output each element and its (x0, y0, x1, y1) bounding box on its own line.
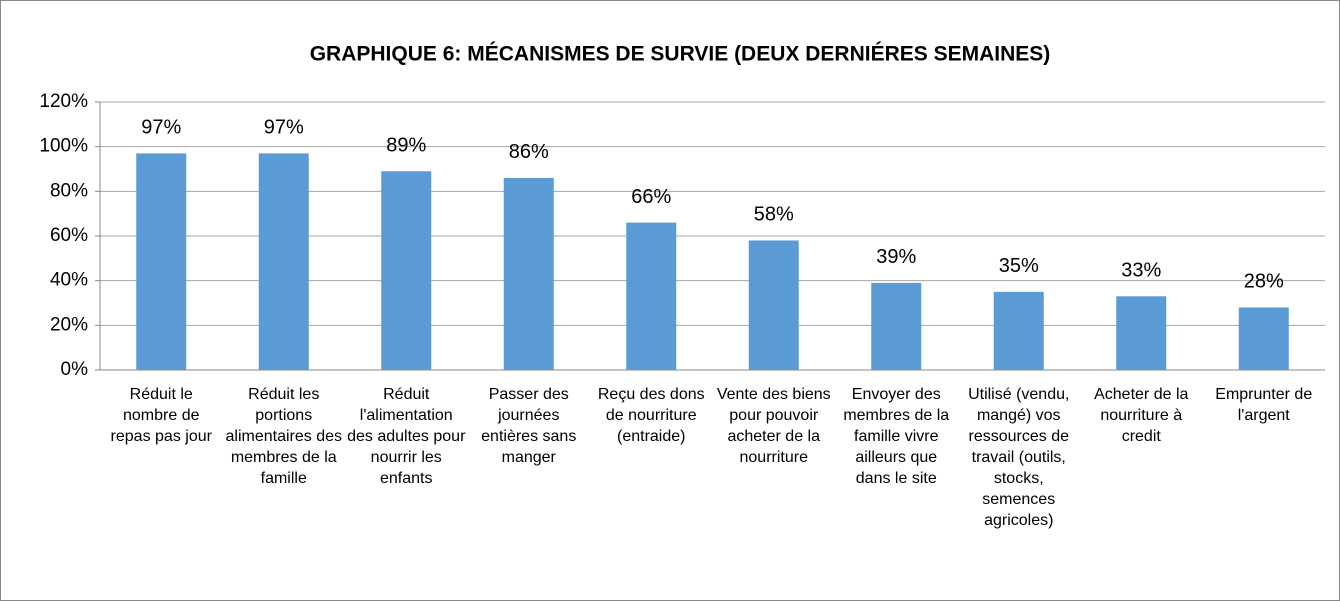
x-tick-label: Vente des biens pour pouvoir acheter de … (716, 386, 831, 466)
value-label: 28% (1244, 271, 1284, 293)
x-tick-label: Réduit l'alimentation des adultes pour n… (347, 386, 466, 487)
x-tick-label: Reçu des dons de nourriture (entraide) (597, 386, 705, 445)
value-label: 89% (386, 135, 426, 157)
value-label: 33% (1121, 260, 1161, 282)
bar (136, 153, 187, 370)
bar (503, 177, 554, 370)
value-label: 35% (999, 255, 1039, 277)
x-tick-label: Réduit les portions alimentaires des mem… (225, 386, 343, 487)
value-label: 58% (754, 204, 794, 226)
bar (626, 222, 677, 370)
y-tick-label: 120% (39, 91, 88, 112)
y-tick-label: 60% (50, 225, 88, 246)
value-label: 39% (876, 246, 916, 268)
bar (381, 171, 432, 370)
value-label: 86% (509, 141, 549, 163)
chart-title: GRAPHIQUE 6: MÉCANISMES DE SURVIE (DEUX … (310, 43, 1051, 66)
bar (993, 291, 1044, 370)
y-tick-label: 40% (50, 270, 88, 291)
value-label: 66% (631, 186, 671, 208)
x-tick-label: Réduit le nombre de repas pas jour (110, 386, 212, 445)
y-tick-label: 100% (39, 136, 88, 157)
y-tick-label: 80% (50, 180, 88, 201)
bar (1238, 307, 1289, 370)
bar (1116, 296, 1167, 370)
y-tick-label: 0% (61, 359, 89, 380)
bar (871, 282, 922, 370)
x-tick-label: Passer des journées entières sans manger (481, 386, 577, 466)
value-label: 97% (264, 117, 304, 139)
bar (748, 240, 799, 370)
x-tick-label: Emprunter de l'argent (1215, 386, 1313, 424)
value-label: 97% (141, 117, 181, 139)
x-tick-label: Acheter de la nourriture à credit (1094, 386, 1189, 445)
y-tick-label: 20% (50, 314, 88, 335)
x-tick-label: Utilisé (vendu, mangé) vos ressources de… (968, 386, 1070, 529)
bar (258, 153, 309, 370)
x-tick-label: Envoyer des membres de la famille vivre … (843, 386, 950, 487)
